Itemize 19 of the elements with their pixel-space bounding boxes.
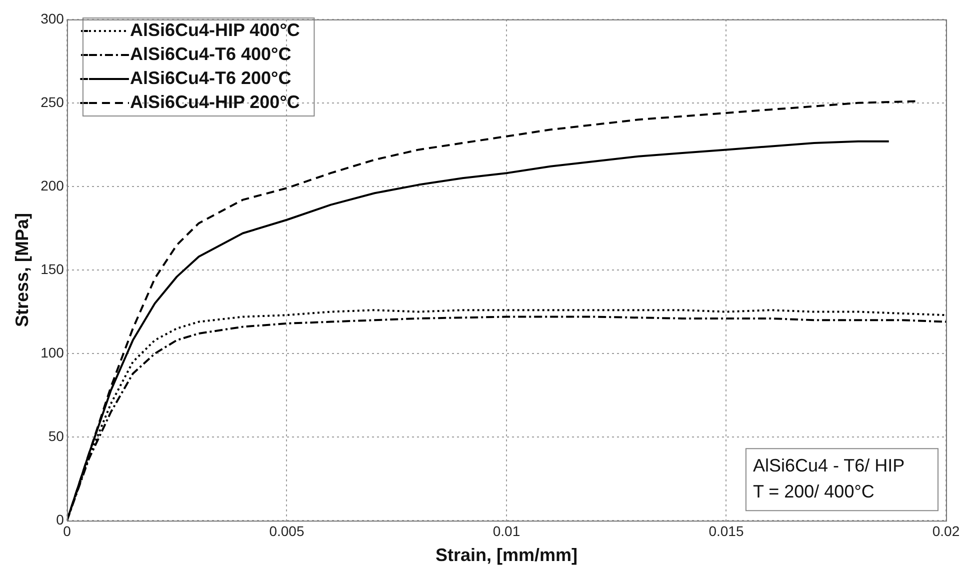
y-tick-label: 0 [56,511,64,528]
x-tick-label: 0.005 [269,522,304,539]
y-axis-title: Stress, [MPa] [12,212,32,328]
x-axis-title: Strain, [mm/mm] [435,545,578,566]
x-tick-label: 0.02 [932,522,960,539]
legend-label: AlSi6Cu4-T6 400°C [130,44,292,64]
y-tick-label: 50 [48,428,64,444]
annotation: T = 200/ 400°C [752,482,874,502]
y-tick-label: 200 [40,177,64,194]
legend-label: AlSi6Cu4-T6 200°C [130,68,292,88]
legend-label: AlSi6Cu4-HIP 200°C [130,92,300,112]
legend-label: AlSi6Cu4-HIP 400°C [130,20,300,40]
y-tick-label: 150 [40,260,64,277]
x-tick-label: 0.015 [708,522,744,539]
y-tick-label: 300 [40,10,64,26]
y-tick-label: 100 [40,344,64,360]
y-tick-label: 250 [40,94,64,110]
annotation: AlSi6Cu4 - T6/ HIP [752,456,905,476]
x-tick-label: 0.01 [492,522,520,539]
